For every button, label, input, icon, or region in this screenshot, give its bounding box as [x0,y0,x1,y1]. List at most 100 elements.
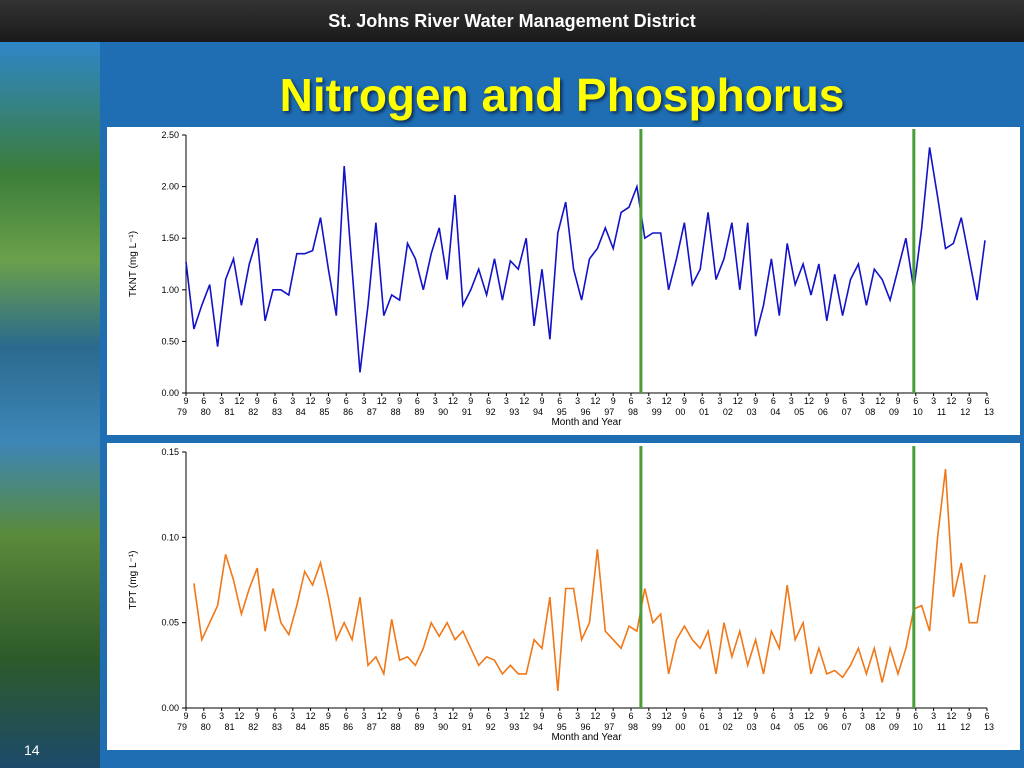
year-label: 13 [984,407,994,417]
x-tick-label: 6 [415,711,420,721]
x-tick-label: 3 [646,711,651,721]
year-label: 79 [177,722,187,732]
year-label: 94 [533,407,543,417]
year-label: 07 [842,407,852,417]
x-tick-label: 6 [344,396,349,406]
y-axis-title: TPT (mg L⁻¹) [128,551,139,610]
y-tick-label: 1.00 [161,285,179,295]
x-tick-label: 12 [519,396,529,406]
x-tick-label: 12 [875,396,885,406]
x-tick-label: 3 [931,396,936,406]
x-tick-label: 12 [234,396,244,406]
year-label: 98 [628,407,638,417]
x-tick-label: 9 [397,396,402,406]
x-axis-title: Month and Year [551,732,622,743]
year-label: 86 [343,722,353,732]
x-tick-label: 9 [468,396,473,406]
year-label: 03 [747,722,757,732]
x-tick-label: 3 [219,396,224,406]
x-tick-label: 12 [946,396,956,406]
x-tick-label: 12 [448,396,458,406]
x-tick-label: 12 [377,711,387,721]
x-tick-label: 9 [682,396,687,406]
year-label: 85 [319,407,329,417]
x-tick-label: 3 [504,396,509,406]
x-tick-label: 6 [557,396,562,406]
slide-title: Nitrogen and Phosphorus [279,69,845,121]
x-tick-label: 9 [753,711,758,721]
x-tick-label: 12 [875,711,885,721]
x-tick-label: 9 [824,711,829,721]
x-tick-label: 3 [219,711,224,721]
year-label: 91 [462,407,472,417]
year-label: 80 [201,407,211,417]
x-tick-label: 3 [789,396,794,406]
year-label: 90 [438,407,448,417]
x-tick-label: 12 [946,711,956,721]
year-label: 11 [937,407,946,417]
x-tick-label: 12 [733,396,743,406]
y-tick-label: 0.00 [161,388,179,398]
data-line [193,469,986,691]
x-tick-label: 9 [539,711,544,721]
x-tick-label: 3 [290,711,295,721]
year-label: 07 [842,722,852,732]
year-label: 04 [770,722,780,732]
year-label: 95 [557,407,567,417]
x-tick-label: 3 [931,711,936,721]
year-label: 87 [367,407,377,417]
x-tick-label: 9 [611,396,616,406]
year-label: 01 [699,407,709,417]
x-tick-label: 9 [326,711,331,721]
year-label: 09 [889,407,899,417]
x-tick-label: 12 [306,711,316,721]
x-tick-label: 6 [201,711,206,721]
side-photo [0,42,100,768]
x-tick-label: 9 [255,711,260,721]
year-label: 85 [319,722,329,732]
chart-panel [107,127,1020,435]
year-label: 88 [391,722,401,732]
x-tick-label: 6 [771,396,776,406]
x-tick-label: 6 [415,396,420,406]
x-tick-label: 3 [433,396,438,406]
year-label: 93 [509,722,519,732]
x-tick-label: 9 [824,396,829,406]
year-label: 83 [272,407,282,417]
x-tick-label: 6 [913,711,918,721]
year-label: 91 [462,722,472,732]
page-number: 14 [24,742,40,758]
year-label: 02 [723,722,733,732]
year-label: 06 [818,407,828,417]
x-tick-label: 12 [662,711,672,721]
year-label: 82 [248,407,258,417]
year-label: 08 [865,722,875,732]
year-label: 94 [533,722,543,732]
year-label: 06 [818,722,828,732]
x-tick-label: 9 [967,711,972,721]
x-tick-label: 3 [717,711,722,721]
year-label: 92 [486,407,496,417]
x-tick-label: 9 [397,711,402,721]
y-tick-label: 1.50 [161,233,179,243]
x-tick-label: 6 [771,711,776,721]
year-label: 10 [913,407,923,417]
x-tick-label: 6 [842,711,847,721]
x-tick-label: 6 [842,396,847,406]
x-tick-label: 9 [967,396,972,406]
x-tick-label: 3 [361,711,366,721]
year-label: 96 [581,722,591,732]
y-tick-label: 2.00 [161,182,179,192]
x-tick-label: 3 [575,711,580,721]
year-label: 08 [865,407,875,417]
x-tick-label: 3 [575,396,580,406]
x-tick-label: 3 [433,711,438,721]
year-label: 10 [913,722,923,732]
data-line [185,147,986,373]
x-tick-label: 9 [611,711,616,721]
x-tick-label: 9 [895,711,900,721]
x-tick-label: 3 [717,396,722,406]
x-tick-label: 6 [344,711,349,721]
year-label: 97 [604,407,614,417]
